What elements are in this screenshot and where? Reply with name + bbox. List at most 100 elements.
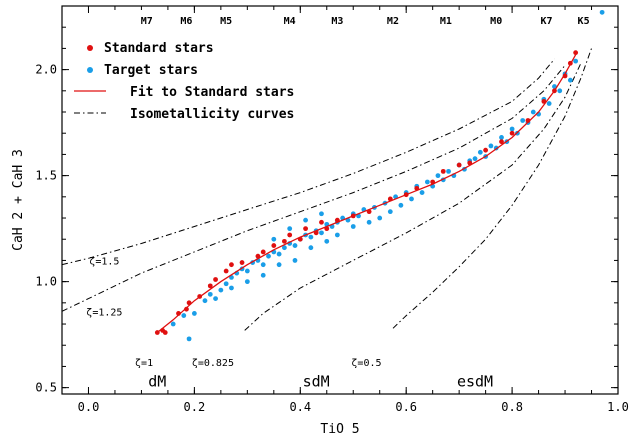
- spectral-type-label: M5: [220, 16, 232, 27]
- standard-star-point: [387, 196, 393, 202]
- x-tick-label: 0.8: [501, 400, 523, 414]
- target-star-point: [191, 311, 197, 316]
- target-star-point: [292, 243, 298, 248]
- standard-star-point: [229, 262, 234, 268]
- region-label: esdM: [457, 372, 493, 390]
- standard-star-point: [541, 99, 547, 104]
- legend-iso-label: Isometallicity curves: [130, 107, 294, 122]
- legend-target-label: Target stars: [104, 63, 198, 78]
- standard-star-point: [162, 330, 168, 335]
- spectral-type-label: M2: [387, 16, 399, 27]
- legend-standard-marker: [87, 45, 93, 51]
- target-star-point: [366, 219, 372, 225]
- target-star-point: [377, 215, 383, 221]
- x-tick-label: 0.4: [289, 400, 311, 414]
- target-star-point: [435, 173, 441, 179]
- spectral-type-label: M4: [284, 16, 296, 27]
- target-star-point: [477, 149, 483, 155]
- target-star-point: [308, 245, 314, 251]
- fit-line: [156, 54, 577, 334]
- standard-star-point: [430, 179, 436, 185]
- standard-star-point: [184, 306, 189, 312]
- legend: Standard stars Target stars Fit to Stand…: [74, 41, 294, 122]
- target-star-point: [419, 190, 425, 195]
- spectral-type-label: M0: [490, 16, 502, 27]
- zeta-label: ζ=1.5: [89, 256, 119, 267]
- spectral-type-label: M3: [331, 16, 343, 27]
- target-stars: [170, 9, 605, 342]
- standard-star-point: [186, 300, 192, 306]
- isometallicity-curve: [244, 62, 582, 331]
- target-star-point: [266, 253, 271, 259]
- standard-star-point: [319, 219, 324, 225]
- spectral-type-label: M7: [141, 16, 153, 27]
- target-star-point: [520, 118, 526, 123]
- standard-star-point: [313, 230, 319, 236]
- target-star-point: [530, 109, 536, 115]
- region-label: dM: [148, 372, 166, 390]
- standard-star-point: [467, 160, 473, 166]
- standard-star-point: [324, 226, 330, 232]
- standard-star-point: [207, 283, 213, 289]
- annotations: ζ=1.5 ζ=1.25 ζ=1 ζ=0.825 ζ=0.5 dM sdM esdM: [86, 256, 493, 390]
- zeta-label: ζ=0.5: [351, 358, 381, 369]
- isometallicity-curve: [392, 48, 592, 329]
- legend-target-marker: [87, 67, 93, 73]
- standard-star-point: [223, 268, 229, 274]
- standard-star-point: [334, 217, 340, 223]
- target-star-point: [181, 313, 187, 318]
- target-star-point: [223, 281, 229, 287]
- target-star-point: [287, 226, 293, 232]
- standard-star-point: [552, 88, 557, 94]
- standard-star-point: [239, 260, 245, 265]
- zeta-label: ζ=1: [135, 358, 153, 369]
- target-star-point: [509, 126, 515, 132]
- target-star-point: [334, 232, 340, 238]
- standard-star-point: [414, 185, 420, 191]
- target-star-point: [324, 238, 330, 244]
- target-star-point: [303, 217, 308, 223]
- standard-star-point: [403, 192, 409, 198]
- y-tick-label: 1.0: [35, 275, 57, 289]
- target-star-point: [488, 143, 494, 149]
- y-tick-label: 1.5: [35, 169, 57, 183]
- plot-frame: [61, 5, 619, 395]
- standard-star-point: [509, 130, 515, 136]
- target-star-point: [207, 291, 213, 297]
- standard-star-point: [213, 277, 218, 282]
- target-star-point: [499, 135, 504, 140]
- x-tick-label: 0.6: [395, 400, 417, 414]
- standard-star-point: [366, 209, 372, 215]
- standard-star-point: [573, 50, 579, 56]
- target-star-point: [244, 268, 250, 274]
- zeta-label: ζ=0.825: [192, 358, 234, 369]
- legend-fit-label: Fit to Standard stars: [130, 85, 294, 100]
- target-star-point: [599, 9, 605, 15]
- standard-star-point: [350, 213, 356, 219]
- standard-star-point: [287, 232, 293, 238]
- y-tick-label: 2.0: [35, 63, 57, 77]
- target-star-point: [170, 321, 176, 327]
- standard-star-point: [282, 238, 287, 244]
- isometallicity-curves: [62, 48, 592, 331]
- standard-stars: [154, 50, 579, 335]
- standard-star-point: [562, 73, 568, 79]
- spectral-type-label: M1: [440, 16, 452, 27]
- target-star-point: [282, 245, 287, 251]
- x-tick-label: 0.2: [184, 400, 206, 414]
- standard-star-point: [567, 60, 573, 66]
- target-star-point: [350, 224, 356, 229]
- isometallicity-curve: [62, 58, 555, 266]
- target-star-point: [387, 209, 393, 215]
- spectral-type-labels: M7 M6 M5 M4 M3 M2 M1 M0 K7 K5: [141, 16, 590, 27]
- spectral-type-label: K7: [540, 16, 552, 27]
- isometallicity-curve: [62, 65, 566, 312]
- x-axis-label: TiO 5: [320, 422, 359, 437]
- region-label: sdM: [303, 372, 330, 390]
- target-star-point: [446, 168, 451, 174]
- standard-star-point: [197, 294, 203, 299]
- standard-star-point: [176, 311, 181, 316]
- zeta-label: ζ=1.25: [86, 307, 122, 318]
- target-star-point: [186, 336, 192, 342]
- target-star-point: [308, 234, 314, 240]
